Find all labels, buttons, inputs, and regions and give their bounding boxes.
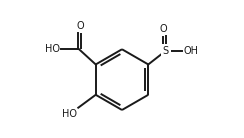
Text: O: O [160,24,167,34]
Text: HO: HO [62,109,78,119]
Text: S: S [163,46,169,56]
Text: O: O [77,21,84,31]
Text: OH: OH [183,46,198,56]
Text: HO: HO [45,43,60,54]
